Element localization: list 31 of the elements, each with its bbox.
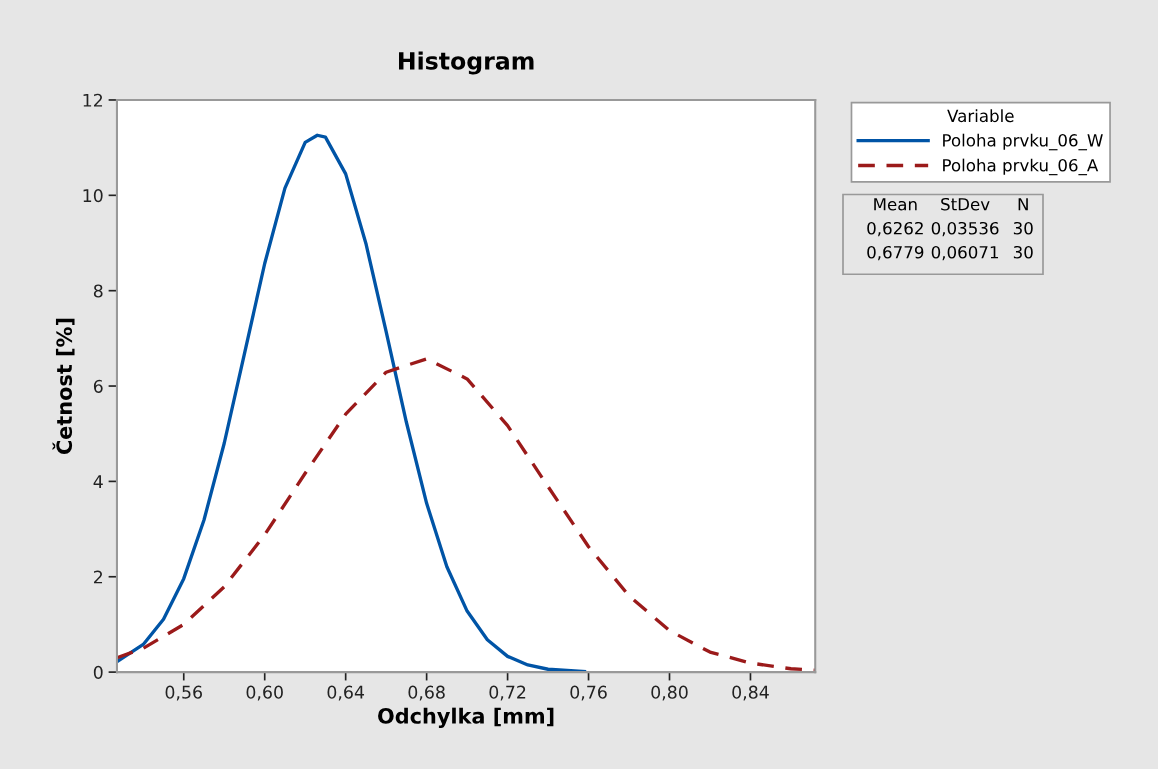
- legend-label: Poloha prvku_06_W: [943, 133, 1103, 151]
- y-tick-label: 8: [93, 284, 103, 298]
- y-tick-label: 12: [83, 93, 103, 107]
- text: 30: [1013, 245, 1033, 259]
- y-tick-label: 6: [93, 379, 103, 393]
- x-tick-label: 0,68: [408, 685, 445, 701]
- chart-title: Histogram: [399, 51, 534, 75]
- text: 0,06071: [931, 245, 999, 261]
- text: N: [1018, 198, 1028, 211]
- x-tick-label: 0,84: [732, 685, 769, 701]
- x-tick-label: 0,60: [246, 685, 283, 701]
- text: StDev: [941, 197, 990, 211]
- x-tick-label: 0,56: [165, 685, 202, 701]
- text: Mean: [874, 198, 917, 211]
- y-tick-label: 4: [93, 475, 103, 488]
- x-tick-label: 0,80: [651, 685, 688, 701]
- text: 30: [1013, 221, 1033, 235]
- text: 0,6779: [867, 245, 924, 261]
- y-tick-label: 10: [83, 189, 103, 203]
- line-series: [116, 133, 587, 673]
- text: 0,03536: [931, 221, 999, 237]
- y-tick-label: 0: [93, 665, 103, 679]
- x-tick-label: 0,64: [327, 685, 365, 701]
- x-tick-label: 0,76: [570, 685, 607, 701]
- text: 0,6262: [867, 221, 923, 237]
- y-axis-title: Četnost [%]: [52, 318, 75, 455]
- x-tick-label: 0,72: [489, 685, 526, 701]
- legend-label: Poloha prvku_06_A: [943, 158, 1099, 176]
- legend-title: Variable: [947, 109, 1014, 123]
- x-axis-title: Odchylka [mm]: [378, 707, 554, 728]
- y-tick-label: 2: [93, 570, 103, 584]
